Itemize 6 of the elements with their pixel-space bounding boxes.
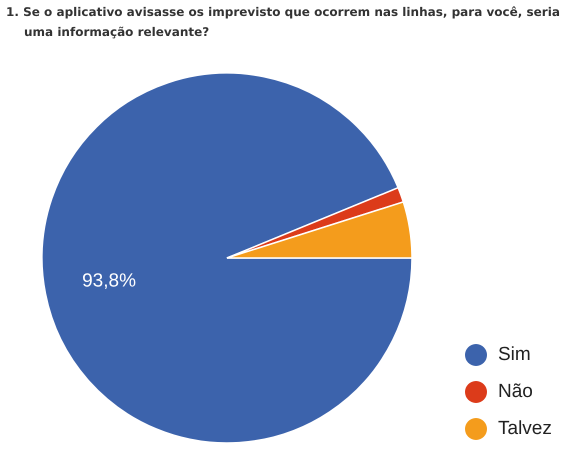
legend-label: Talvez [498, 418, 552, 440]
pie-slice [42, 72, 413, 444]
legend-label: Não [498, 381, 533, 402]
data-label: 93,8% [82, 270, 136, 292]
chart-title: 1. Se o aplicativo avisasse os imprevisto que ocorrem nas linhas, para você, seria uma informação relevante? [6, 4, 561, 41]
legend-label: Sim [498, 344, 531, 366]
